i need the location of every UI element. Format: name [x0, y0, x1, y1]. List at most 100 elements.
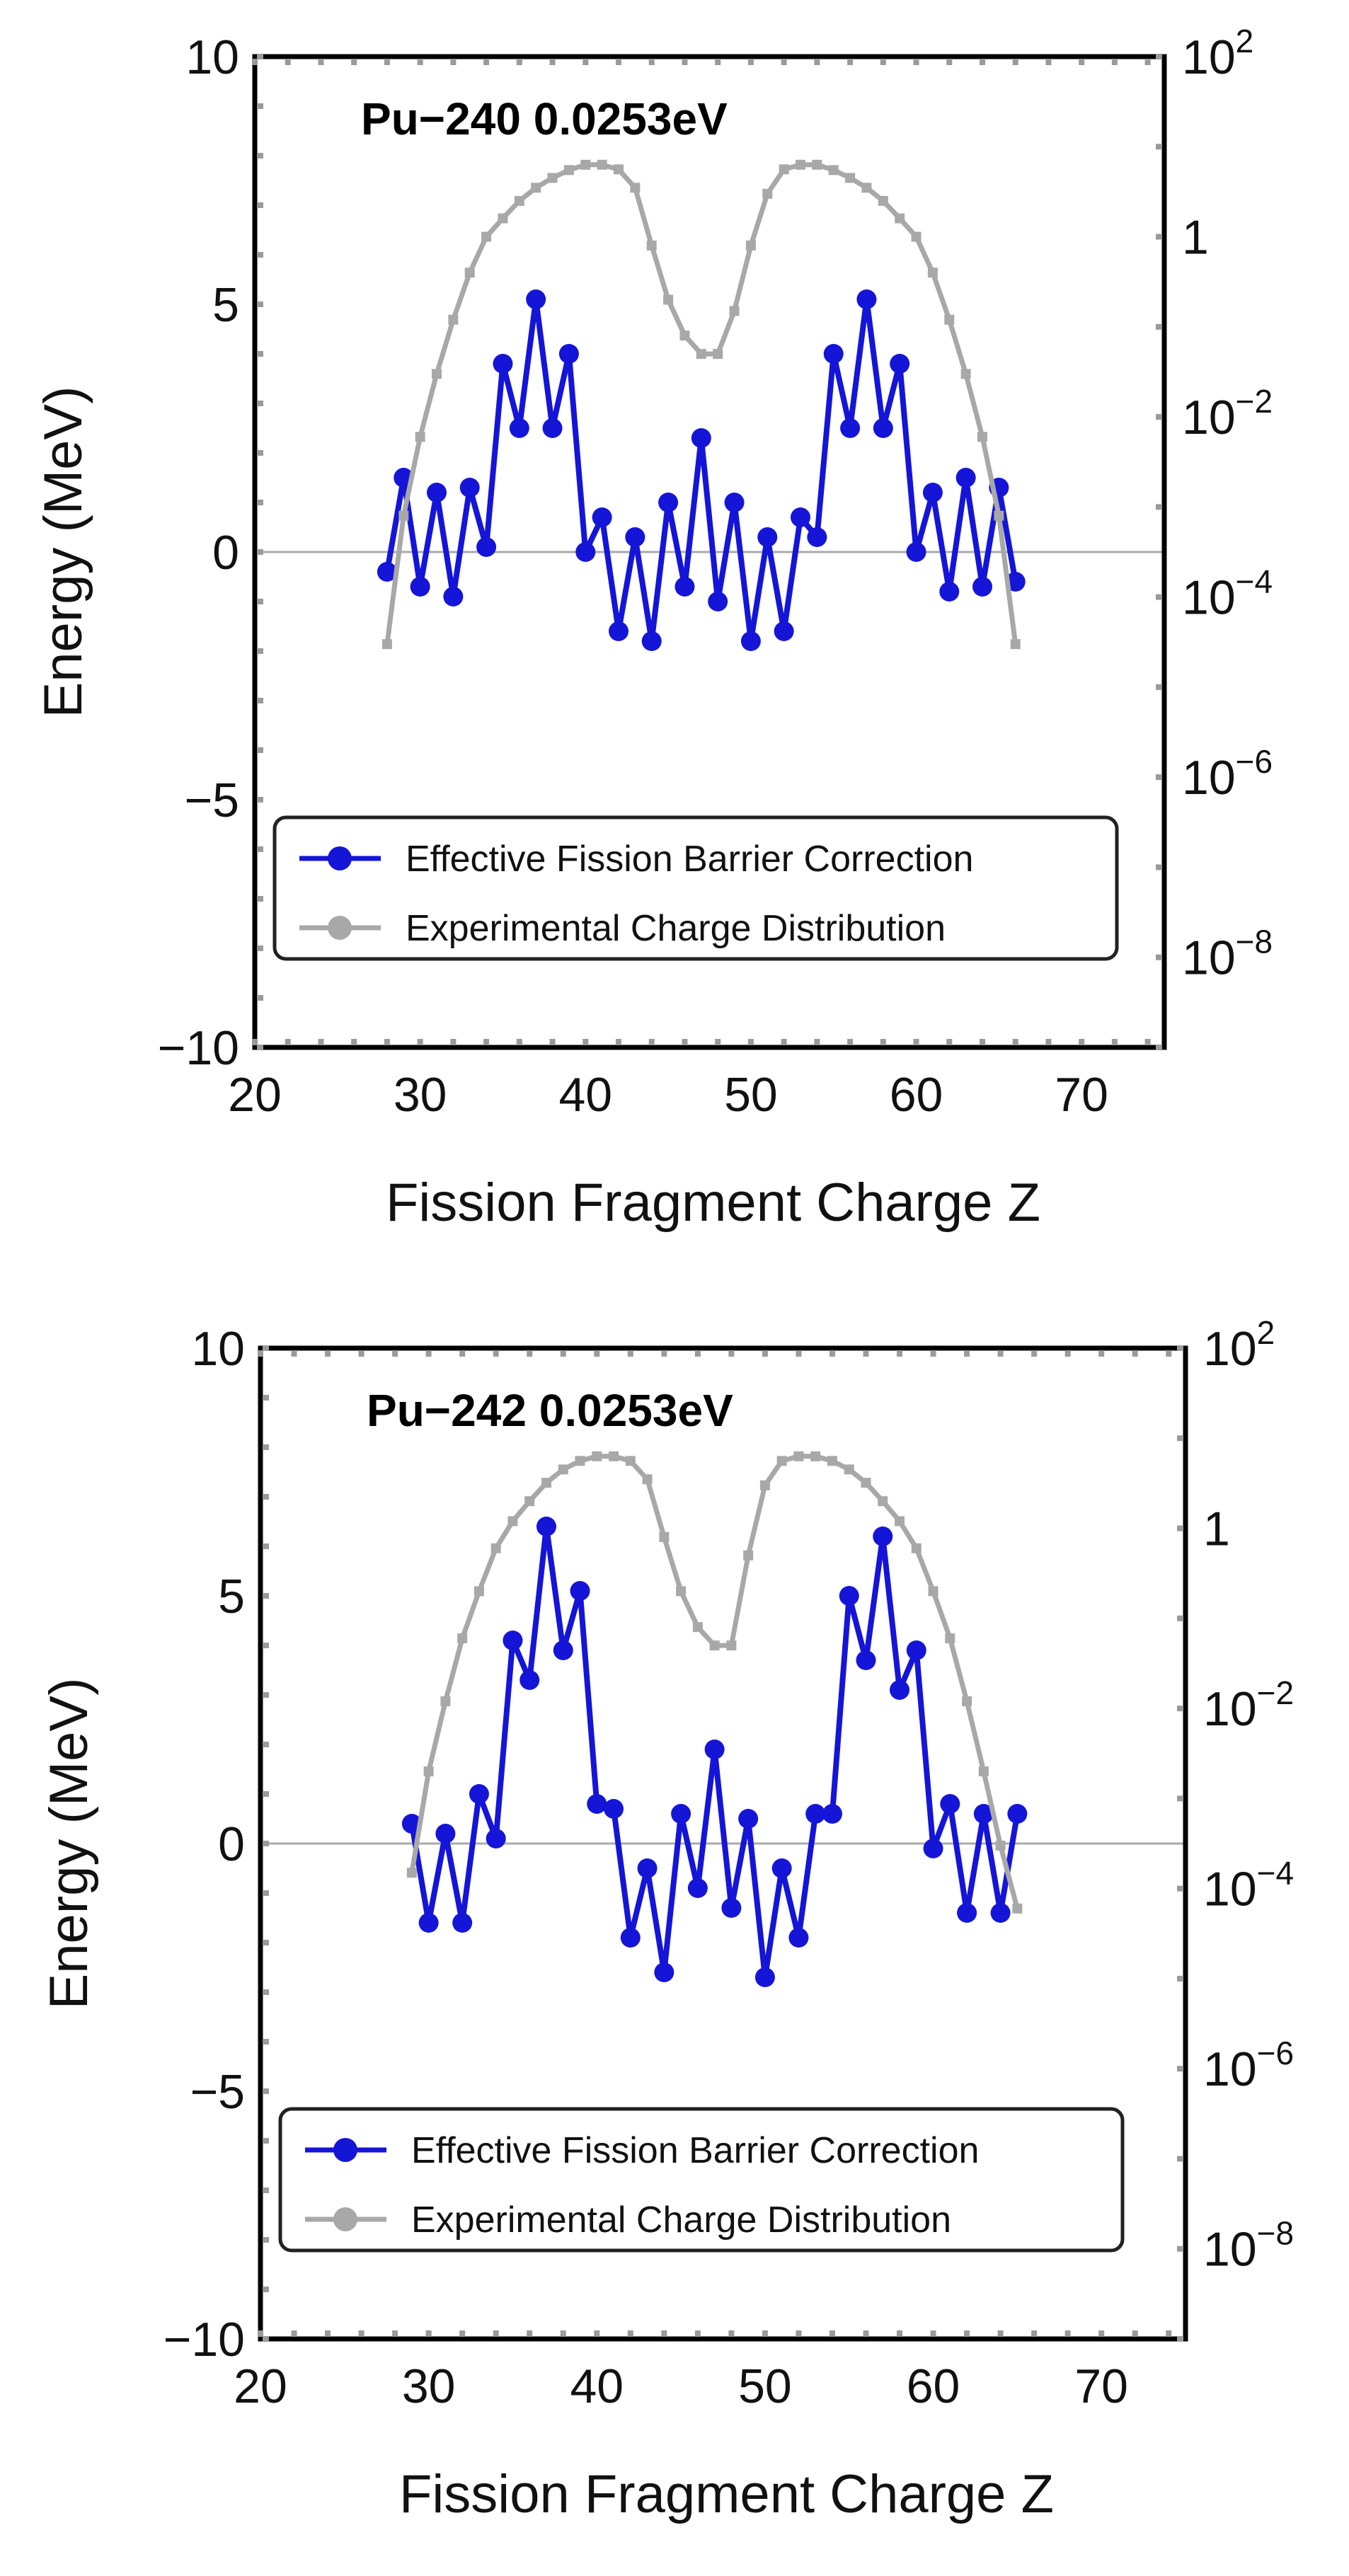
minor-tick — [627, 1350, 633, 1357]
minor-tick — [762, 1350, 768, 1357]
charge-distribution-point — [448, 314, 459, 325]
barrier-correction-point — [791, 507, 810, 527]
minor-tick — [263, 1543, 269, 1549]
charge-distribution-point — [415, 432, 425, 442]
minor-tick — [527, 1350, 533, 1357]
charge-distribution-point — [878, 1496, 888, 1507]
minor-tick — [257, 846, 263, 852]
barrier-correction-point — [955, 468, 976, 488]
minor-tick — [1031, 2330, 1038, 2337]
barrier-correction-point — [856, 1650, 876, 1670]
minor-tick — [1064, 2330, 1071, 2337]
minor-tick — [252, 1039, 258, 1045]
y2-tick-label: 10−4 — [1182, 563, 1273, 625]
series-charge-distribution — [381, 159, 1021, 650]
charge-distribution-point — [878, 195, 888, 206]
barrier-correction-point — [519, 1670, 540, 1690]
charge-distribution-point — [776, 1456, 787, 1466]
minor-ticks — [252, 54, 1162, 1050]
minor-tick — [1132, 2330, 1138, 2337]
y2-tick-label: 10−8 — [1203, 2215, 1294, 2277]
minor-tick — [762, 2330, 768, 2337]
minor-tick — [493, 1350, 499, 1357]
minor-tick — [1156, 864, 1162, 870]
legend: Effective Fission Barrier Correction Expe… — [278, 2107, 1125, 2253]
minor-tick — [897, 2330, 903, 2337]
barrier-correction-point — [410, 577, 430, 597]
y2-tick-base: 1 — [1182, 211, 1209, 265]
barrier-correction-point — [459, 478, 480, 498]
x-tick-label: 20 — [234, 2359, 287, 2413]
charge-distribution-point — [432, 369, 442, 379]
charge-distribution-point — [609, 1451, 619, 1461]
minor-tick — [1012, 59, 1018, 65]
minor-tick — [1177, 1795, 1183, 1802]
barrier-correction-point — [990, 1903, 1011, 1923]
x-tick-label: 40 — [558, 1068, 612, 1122]
barrier-correction-point — [708, 592, 728, 611]
minor-tick — [263, 1593, 269, 1599]
minor-tick — [263, 1494, 269, 1500]
charge-distribution-point — [928, 1586, 938, 1597]
minor-tick — [829, 1350, 835, 1357]
minor-tick — [781, 1039, 787, 1045]
minor-tick — [814, 1039, 820, 1045]
legend-label: Effective Fission Barrier Correction — [411, 2130, 979, 2171]
barrier-correction-point — [427, 483, 447, 502]
charge-distribution-point — [507, 1516, 518, 1526]
y2-tick-label: 102 — [1203, 1314, 1275, 1376]
y2-tick-base: 10 — [1203, 1863, 1257, 1916]
minor-tick — [1045, 1039, 1052, 1045]
minor-tick — [516, 1039, 522, 1045]
barrier-correction-point — [509, 418, 529, 438]
minor-tick — [913, 1039, 919, 1045]
barrier-correction-point — [807, 527, 827, 547]
minor-tick — [417, 1039, 423, 1045]
minor-tick — [351, 59, 357, 65]
y-tick-label: −5 — [184, 774, 239, 827]
charge-distribution-point — [745, 240, 756, 251]
barrier-correction-point — [553, 1640, 573, 1660]
minor-tick — [880, 1039, 886, 1045]
minor-tick — [1177, 2336, 1183, 2342]
minor-tick — [258, 1350, 263, 1357]
minor-tick — [913, 59, 919, 65]
barrier-correction-point — [738, 1809, 759, 1829]
minor-tick — [263, 1692, 269, 1698]
minor-tick — [814, 59, 820, 65]
minor-tick — [560, 2330, 566, 2337]
barrier-correction-point — [536, 1517, 556, 1536]
minor-tick — [1111, 59, 1118, 65]
barrier-correction-point — [486, 1829, 506, 1848]
charge-distribution-point — [398, 510, 409, 521]
minor-tick — [291, 1350, 297, 1357]
minor-tick — [263, 1940, 269, 1945]
minor-tick — [930, 1350, 936, 1357]
barrier-correction-point — [691, 428, 711, 448]
minor-tick — [648, 59, 655, 65]
y-tick-label: 10 — [185, 30, 239, 84]
barrier-correction-point — [637, 1858, 658, 1878]
barrier-correction-point — [771, 1858, 792, 1878]
charge-distribution-point — [911, 1543, 922, 1553]
minor-tick — [1098, 1350, 1105, 1357]
minor-tick — [257, 747, 263, 753]
legend-swatch-marker — [328, 846, 352, 870]
minor-tick — [318, 1039, 324, 1045]
x-tick-label: 50 — [738, 2359, 792, 2413]
minor-tick — [1177, 2246, 1183, 2252]
minor-tick — [417, 59, 423, 65]
charge-distribution-point — [676, 1586, 687, 1597]
barrier-correction-point — [641, 631, 662, 651]
barrier-correction-point — [503, 1631, 523, 1650]
minor-tick — [263, 2187, 269, 2193]
minor-tick — [1064, 1350, 1071, 1357]
charge-distribution-point — [927, 268, 938, 278]
minor-tick — [263, 2336, 269, 2342]
minor-tick — [257, 995, 263, 1001]
minor-tick — [1177, 1706, 1183, 1712]
minor-tick — [285, 1039, 291, 1045]
minor-tick — [1177, 1525, 1183, 1531]
y2-tick-base: 10 — [1182, 751, 1236, 805]
